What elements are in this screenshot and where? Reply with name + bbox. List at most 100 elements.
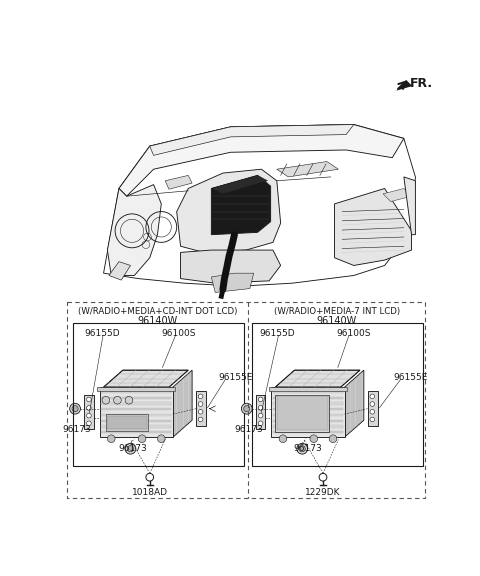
Circle shape	[198, 417, 203, 422]
Circle shape	[244, 406, 250, 412]
Bar	[273, 391, 343, 393]
Bar	[273, 425, 343, 427]
Polygon shape	[177, 169, 281, 252]
Polygon shape	[275, 370, 360, 387]
Polygon shape	[211, 175, 267, 194]
Circle shape	[198, 410, 203, 414]
Text: 96155E: 96155E	[394, 373, 428, 382]
Bar	[269, 387, 347, 391]
Bar	[273, 408, 343, 411]
Bar	[277, 396, 328, 430]
Circle shape	[319, 473, 327, 481]
Circle shape	[370, 410, 374, 414]
Text: FR.: FR.	[410, 77, 433, 90]
Polygon shape	[84, 395, 94, 430]
Circle shape	[258, 421, 263, 426]
Circle shape	[198, 401, 203, 407]
Text: 1018AD: 1018AD	[132, 488, 168, 497]
Bar	[101, 397, 171, 399]
Circle shape	[299, 446, 305, 452]
Circle shape	[102, 396, 110, 404]
Text: 96140W: 96140W	[137, 316, 178, 325]
Circle shape	[241, 403, 252, 414]
Bar	[273, 414, 343, 416]
Circle shape	[370, 401, 374, 407]
Bar	[273, 403, 343, 405]
Bar	[101, 419, 171, 422]
Circle shape	[297, 444, 308, 454]
Circle shape	[329, 435, 337, 442]
Circle shape	[370, 417, 374, 422]
Circle shape	[258, 406, 263, 410]
Polygon shape	[277, 161, 338, 177]
Polygon shape	[404, 177, 415, 234]
Text: 96173: 96173	[234, 425, 263, 434]
Circle shape	[86, 397, 91, 402]
Bar	[67, 302, 425, 498]
Polygon shape	[383, 188, 411, 202]
Bar	[273, 431, 343, 433]
Circle shape	[72, 406, 78, 412]
Polygon shape	[119, 124, 404, 196]
Circle shape	[258, 397, 263, 402]
Polygon shape	[108, 185, 161, 275]
Text: 96100S: 96100S	[337, 329, 372, 338]
Text: 96155D: 96155D	[260, 329, 296, 338]
Bar	[101, 391, 171, 393]
Circle shape	[198, 394, 203, 399]
Text: 96173: 96173	[119, 444, 147, 453]
Circle shape	[138, 435, 146, 442]
Bar	[106, 414, 148, 431]
Polygon shape	[271, 387, 345, 437]
Bar	[101, 408, 171, 411]
Circle shape	[70, 403, 81, 414]
Text: 96173: 96173	[293, 444, 322, 453]
Text: 96155D: 96155D	[84, 329, 120, 338]
Text: 96100S: 96100S	[161, 329, 196, 338]
Polygon shape	[109, 262, 131, 280]
Bar	[97, 387, 175, 391]
Circle shape	[258, 414, 263, 418]
Polygon shape	[211, 273, 254, 293]
Circle shape	[146, 473, 154, 481]
Text: (W/RADIO+MEDIA+CD-INT DOT LCD): (W/RADIO+MEDIA+CD-INT DOT LCD)	[78, 307, 237, 316]
Bar	[273, 419, 343, 422]
Bar	[101, 425, 171, 427]
Circle shape	[125, 444, 136, 454]
Polygon shape	[196, 391, 206, 426]
Circle shape	[157, 435, 165, 442]
Text: (W/RADIO+MEDIA-7 INT LCD): (W/RADIO+MEDIA-7 INT LCD)	[274, 307, 400, 316]
Circle shape	[370, 394, 374, 399]
Bar	[101, 403, 171, 405]
Polygon shape	[150, 124, 354, 156]
Text: 1229DK: 1229DK	[305, 488, 341, 497]
Circle shape	[125, 396, 133, 404]
Circle shape	[310, 435, 318, 442]
Polygon shape	[104, 370, 188, 387]
Circle shape	[86, 414, 91, 418]
Bar	[275, 395, 329, 432]
Circle shape	[127, 446, 133, 452]
Circle shape	[108, 435, 115, 442]
Bar	[252, 323, 423, 465]
Polygon shape	[256, 395, 265, 430]
Polygon shape	[368, 391, 378, 426]
Bar	[101, 431, 171, 433]
Bar	[101, 414, 171, 416]
Circle shape	[279, 435, 287, 442]
Bar	[273, 397, 343, 399]
Circle shape	[86, 406, 91, 410]
Bar	[108, 416, 147, 430]
Bar	[73, 323, 244, 465]
Polygon shape	[173, 370, 192, 437]
Polygon shape	[180, 250, 281, 283]
Text: 96173: 96173	[63, 425, 92, 434]
Polygon shape	[211, 175, 271, 234]
Text: 96155E: 96155E	[218, 373, 252, 382]
Polygon shape	[335, 188, 411, 266]
Circle shape	[86, 421, 91, 426]
Polygon shape	[396, 80, 412, 90]
Polygon shape	[165, 175, 192, 190]
Polygon shape	[100, 387, 173, 437]
Polygon shape	[345, 370, 364, 437]
